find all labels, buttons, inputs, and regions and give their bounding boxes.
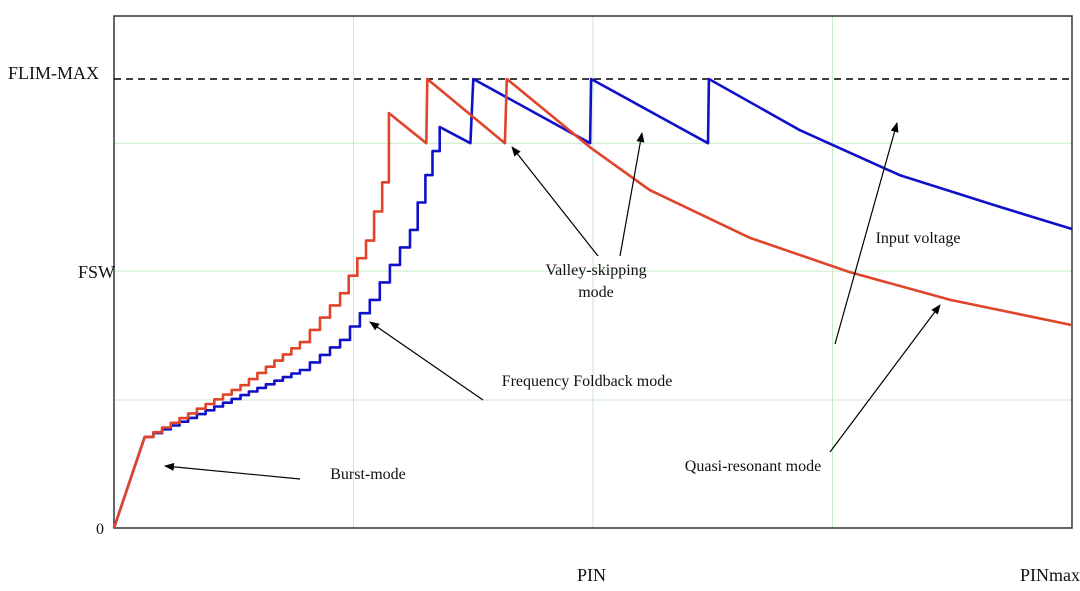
arrow-input-voltage [834,122,899,345]
arrow-burst-mode [164,462,301,480]
arrow-frequency-foldback [369,321,484,401]
arrow-valley-skipping-2 [619,132,645,257]
series-line-red [112,77,1073,529]
annotation-quasi-resonant: Quasi-resonant mode [685,458,821,475]
x-label-pinmax: PINmax [1020,565,1080,585]
annotation-burst-mode: Burst-mode [330,466,406,483]
y-label-flim-max: FLIM-MAX [8,63,99,83]
x-label-pin: PIN [577,565,606,585]
annotation-input-voltage: Input voltage [876,230,961,247]
plot-frame [113,15,1073,529]
arrow-valley-skipping-1 [511,146,599,257]
annotation-frequency-foldback: Frequency Foldback mode [502,373,673,390]
series-line-blue [112,77,1073,529]
arrow-quasi-resonant [829,304,941,453]
grid [114,16,1072,528]
y-label-fsw: FSW [78,262,115,282]
annotation-valley-skipping-line2: mode [578,284,614,301]
y-label-zero: 0 [96,521,104,538]
annotation-valley-skipping-line1: Valley-skipping [545,262,646,279]
